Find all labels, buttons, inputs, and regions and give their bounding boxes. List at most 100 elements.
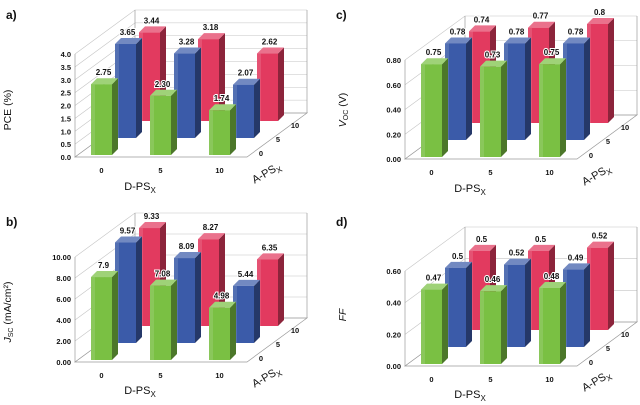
bar bbox=[539, 58, 566, 157]
bar-top-face bbox=[91, 271, 118, 278]
value-label: 0.48 bbox=[544, 272, 560, 281]
bar-top-face bbox=[257, 253, 284, 260]
bar bbox=[150, 279, 177, 360]
y-axis-title-sub: OC bbox=[343, 110, 350, 121]
bar-front-face bbox=[539, 288, 560, 364]
bar-top-face bbox=[209, 104, 236, 111]
bar-top-face bbox=[257, 47, 284, 54]
value-label: 7.08 bbox=[155, 270, 171, 279]
y-tick-label: 0.00 bbox=[386, 362, 401, 371]
bar-top-face bbox=[469, 244, 496, 251]
panel-label: c) bbox=[336, 8, 347, 22]
y-tick-label: 0.20 bbox=[386, 330, 401, 339]
bar bbox=[91, 78, 118, 155]
x-axis-title-main: D-PS bbox=[124, 385, 150, 397]
bar bbox=[209, 104, 236, 155]
bar bbox=[174, 252, 201, 343]
x-tick-label: 0 bbox=[429, 375, 433, 384]
y-tick-label: 2.00 bbox=[56, 337, 71, 346]
value-label: 0.49 bbox=[568, 253, 584, 262]
value-label: 0.75 bbox=[544, 48, 560, 57]
depth-axis-title-sub: X bbox=[605, 166, 615, 177]
value-label: 9.57 bbox=[120, 227, 136, 236]
y-axis-title-unit: (mA/cm²) bbox=[2, 281, 14, 327]
bar-top-face bbox=[174, 47, 201, 54]
depth-axis-title-main: A-PS bbox=[580, 165, 608, 188]
bar-highlight bbox=[480, 291, 484, 364]
y-tick-label: 3.0 bbox=[61, 76, 71, 85]
panel-label: d) bbox=[336, 215, 347, 229]
bar-side-face bbox=[136, 236, 142, 343]
bar-side-face bbox=[195, 252, 201, 343]
value-label: 2.30 bbox=[155, 80, 171, 89]
value-label: 3.18 bbox=[203, 23, 219, 32]
bar-top-face bbox=[504, 258, 531, 265]
bar-top-face bbox=[587, 241, 614, 248]
bar-side-face bbox=[230, 104, 236, 155]
chart-panel-a: 0.0 0.5 1.0 1.5 2.0 2.5 3.0 3.5 4.0 3.44 3.18 2.62 3… bbox=[2, 8, 309, 195]
bar-side-face bbox=[584, 263, 590, 347]
bar bbox=[233, 78, 260, 138]
bar-top-face bbox=[539, 58, 566, 65]
chart-panel-c: 0.00 0.20 0.40 0.60 0.80 0.74 0.77 0.8 0.78 0.78 0… bbox=[336, 7, 639, 197]
y-tick-label: 0.80 bbox=[386, 56, 401, 65]
x-axis-title-sub: X bbox=[150, 186, 156, 195]
bar-highlight bbox=[150, 95, 154, 155]
x-tick-label: 5 bbox=[158, 166, 162, 175]
bar-front-face bbox=[91, 277, 112, 360]
value-label: 0.74 bbox=[474, 15, 490, 24]
value-label: 8.09 bbox=[179, 242, 195, 251]
value-label: 0.5 bbox=[535, 235, 547, 244]
bar-side-face bbox=[525, 258, 531, 347]
bar-side-face bbox=[560, 282, 566, 364]
bar-side-face bbox=[254, 279, 260, 343]
bar-top-face bbox=[445, 261, 472, 268]
gridline bbox=[74, 9, 307, 55]
y-tick-label: 0.60 bbox=[386, 267, 401, 276]
x-tick-label: 10 bbox=[215, 166, 223, 175]
bar-front-face bbox=[150, 95, 171, 155]
y-tick-label: 1.0 bbox=[61, 127, 71, 136]
value-label: 0.73 bbox=[485, 51, 501, 60]
bar-top-face bbox=[421, 58, 448, 65]
bar-highlight bbox=[539, 288, 543, 364]
bar bbox=[174, 47, 201, 138]
depth-tick-label: 10 bbox=[291, 326, 299, 335]
y-tick-label: 4.0 bbox=[61, 50, 71, 59]
bar-side-face bbox=[442, 58, 448, 157]
bar-side-face bbox=[501, 60, 507, 157]
bar-side-face bbox=[230, 301, 236, 360]
bar-side-face bbox=[584, 37, 590, 140]
depth-axis-title-main: A-PS bbox=[580, 371, 608, 394]
depth-tick-label: 0 bbox=[589, 151, 593, 160]
bar-top-face bbox=[233, 279, 260, 286]
value-label: 3.28 bbox=[179, 38, 195, 47]
bar bbox=[421, 283, 448, 364]
bar-top-face bbox=[469, 25, 496, 32]
bar-top-face bbox=[563, 37, 590, 44]
bar bbox=[445, 37, 472, 140]
depth-tick-label: 0 bbox=[589, 358, 593, 367]
value-label: 7.9 bbox=[98, 261, 110, 270]
bar-side-face bbox=[171, 89, 177, 155]
bar-front-face bbox=[480, 66, 501, 157]
depth-axis-title-sub: X bbox=[275, 368, 285, 379]
depth-axis-title: A-PSX bbox=[580, 368, 614, 396]
bar-front-face bbox=[115, 242, 136, 343]
bar-front-face bbox=[91, 84, 112, 155]
bar bbox=[115, 38, 142, 139]
bar-side-face bbox=[442, 283, 448, 364]
bar-side-face bbox=[278, 253, 284, 326]
x-axis-title-main: D-PS bbox=[124, 181, 150, 193]
bar-front-face bbox=[209, 110, 230, 155]
bar-top-face bbox=[91, 78, 118, 85]
value-label: 5.44 bbox=[238, 270, 254, 279]
bar-front-face bbox=[445, 267, 466, 347]
bar-front-face bbox=[150, 285, 171, 360]
bar-side-face bbox=[608, 241, 614, 330]
bar-highlight bbox=[480, 66, 484, 157]
x-tick-label: 0 bbox=[429, 168, 433, 177]
x-axis-title-main: D-PS bbox=[454, 183, 480, 195]
bar bbox=[504, 258, 531, 347]
y-tick-label: 0.40 bbox=[386, 299, 401, 308]
